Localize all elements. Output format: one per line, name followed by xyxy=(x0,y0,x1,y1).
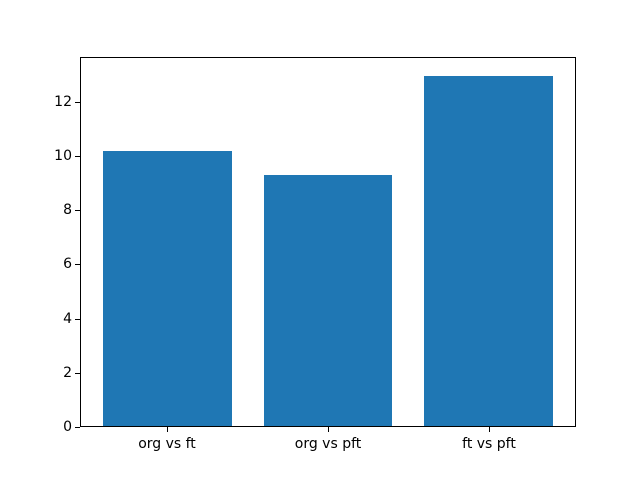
y-tick-label: 2 xyxy=(63,365,72,381)
y-tick-label: 6 xyxy=(63,256,72,272)
y-tick-label: 0 xyxy=(63,419,72,435)
x-tick-mark xyxy=(489,427,490,432)
y-tick-mark xyxy=(75,427,80,428)
y-tick-label: 12 xyxy=(54,94,72,110)
x-tick-label: org vs pft xyxy=(294,436,362,452)
x-tick-mark xyxy=(328,427,329,432)
plot-area xyxy=(80,57,576,427)
y-tick-mark xyxy=(75,210,80,211)
y-tick-mark xyxy=(75,102,80,103)
y-tick-mark xyxy=(75,264,80,265)
y-tick-label: 10 xyxy=(54,148,72,164)
bar-ft-vs-pft xyxy=(424,75,553,426)
x-tick-label: ft vs pft xyxy=(462,436,516,452)
y-tick-label: 4 xyxy=(63,311,72,327)
bar-org-vs-ft xyxy=(103,151,232,426)
bar-org-vs-pft xyxy=(263,175,393,426)
y-tick-mark xyxy=(75,373,80,374)
y-tick-mark xyxy=(75,156,80,157)
y-tick-mark xyxy=(75,319,80,320)
x-tick-label: org vs ft xyxy=(138,436,196,452)
x-tick-mark xyxy=(167,427,168,432)
y-tick-label: 8 xyxy=(63,202,72,218)
